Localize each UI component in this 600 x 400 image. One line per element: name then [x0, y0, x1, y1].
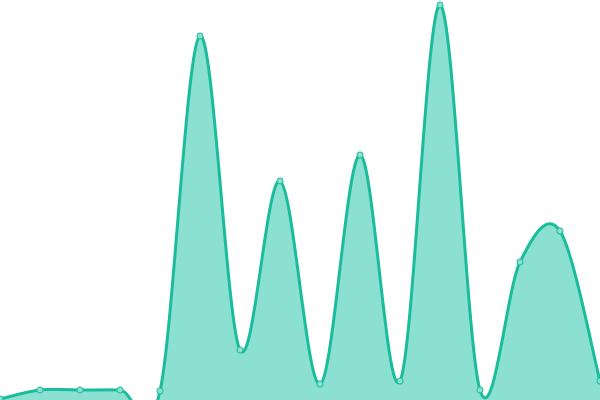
- data-point: [276, 177, 284, 185]
- data-point: [556, 227, 564, 235]
- data-point: [516, 258, 524, 266]
- data-point: [156, 387, 164, 395]
- data-point: [476, 386, 484, 394]
- data-point: [316, 380, 324, 388]
- data-point: [116, 386, 124, 394]
- data-point: [436, 1, 444, 9]
- data-point: [356, 151, 364, 159]
- data-point: [0, 395, 4, 400]
- data-point: [236, 346, 244, 354]
- data-point: [596, 377, 600, 385]
- data-point: [196, 32, 204, 40]
- data-point: [76, 386, 84, 394]
- series-area: [0, 4, 600, 400]
- data-point: [36, 386, 44, 394]
- data-point: [396, 377, 404, 385]
